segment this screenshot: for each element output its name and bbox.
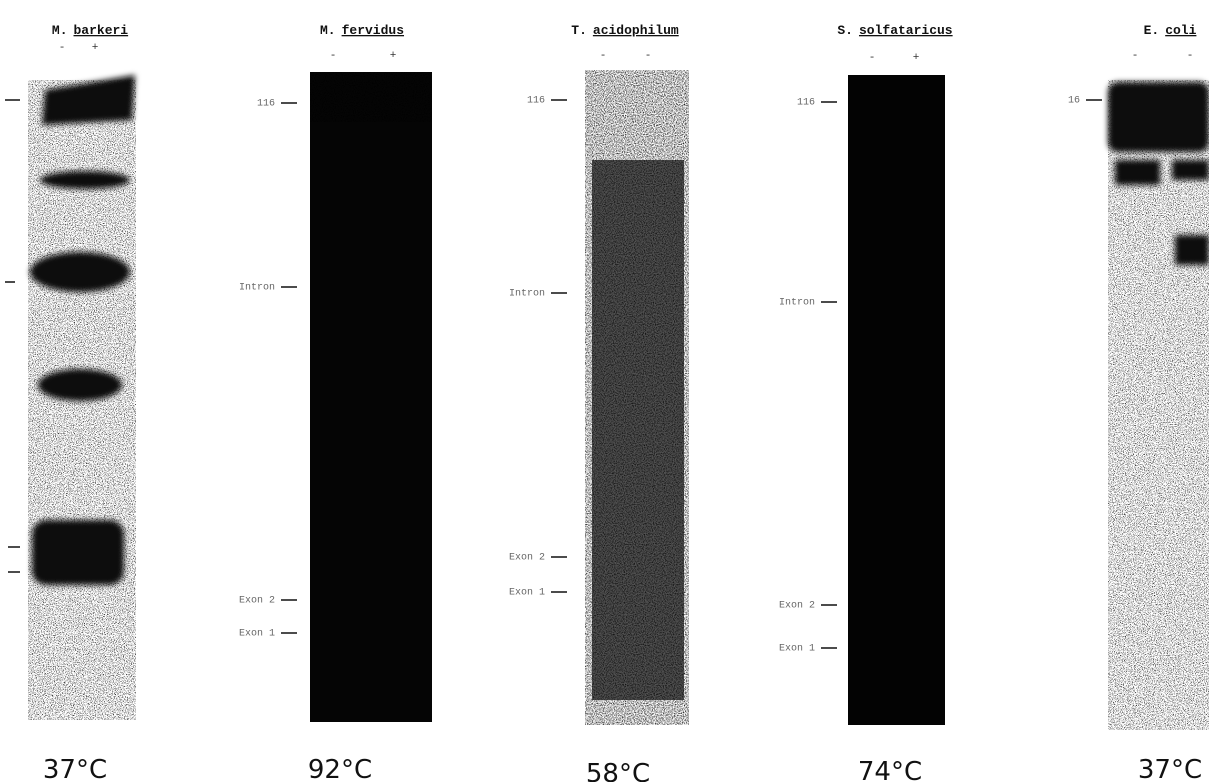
lane-label: -: [59, 42, 66, 54]
temperature: 37°C: [43, 755, 107, 782]
gel: [310, 72, 432, 722]
gel: [848, 75, 945, 725]
marker-label: Exon 1: [509, 588, 545, 599]
lane-label: -: [1187, 50, 1194, 62]
gel-edge: [310, 72, 432, 122]
gel-core: [592, 160, 684, 700]
marker-dashes: [5, 100, 20, 572]
marker-label: Exon 1: [239, 629, 275, 640]
species: solfataricus: [859, 23, 953, 38]
genus: T.: [571, 23, 587, 38]
gels: [5, 70, 1209, 730]
panel-title: T. acidophilum: [571, 23, 679, 38]
marker-label: 116: [527, 96, 545, 107]
marker-label: 16: [1068, 96, 1080, 107]
panel-title: E. coli: [1144, 23, 1197, 38]
genus: S.: [837, 23, 853, 38]
marker-label: Intron: [239, 283, 275, 294]
temperature: 58°C: [586, 759, 650, 782]
lane-label: -: [330, 50, 337, 62]
species: coli: [1165, 23, 1196, 38]
genus: E.: [1144, 23, 1160, 38]
marker-label: Exon 2: [509, 553, 545, 564]
marker-label: Exon 2: [779, 601, 815, 612]
temperature: 37°C: [1138, 755, 1202, 782]
temperature: 92°C: [308, 755, 372, 782]
marker-label: 116: [797, 98, 815, 109]
genus: M.: [52, 23, 68, 38]
species: acidophilum: [593, 23, 679, 38]
lane-label: -: [869, 52, 876, 64]
lane-label: +: [390, 50, 397, 62]
marker-label: Intron: [509, 289, 545, 300]
marker-label: Exon 2: [239, 596, 275, 607]
panel-title: S. solfataricus: [837, 23, 952, 38]
figure: M.barkeri-+37°CM.fervidus-+116IntronExon…: [0, 0, 1209, 782]
marker-label: Exon 1: [779, 644, 815, 655]
lane-label: -: [1132, 50, 1139, 62]
lane-label: +: [913, 52, 920, 64]
panel-title: M. barkeri: [52, 23, 128, 38]
species: fervidus: [342, 23, 405, 38]
marker-label: 116: [257, 99, 275, 110]
lane-label: -: [600, 50, 607, 62]
marker-label: Intron: [779, 298, 815, 309]
lane-label: -: [645, 50, 652, 62]
panel-title: M. fervidus: [320, 23, 404, 38]
species: barkeri: [74, 23, 129, 38]
lane-label: +: [92, 42, 99, 54]
genus: M.: [320, 23, 336, 38]
temperature: 74°C: [858, 757, 922, 782]
